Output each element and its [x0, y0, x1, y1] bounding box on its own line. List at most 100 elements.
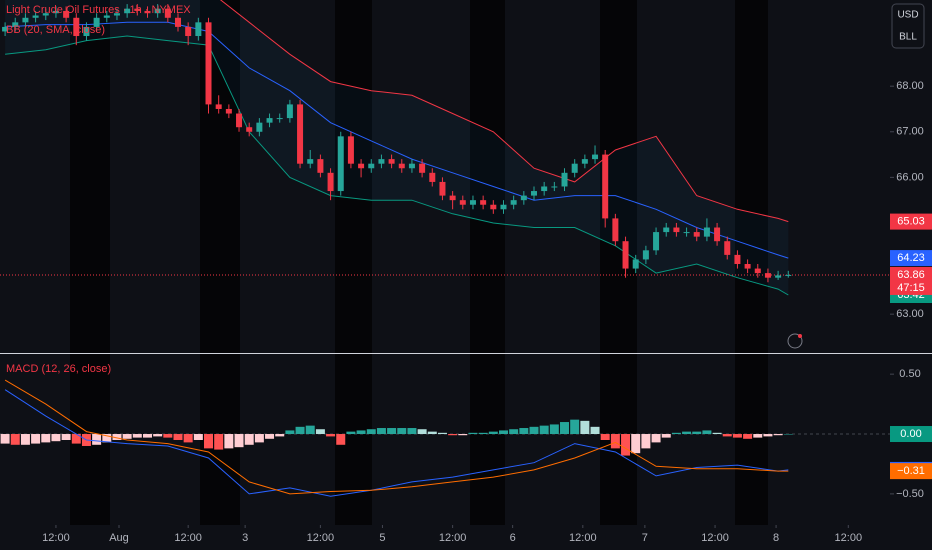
- candle-body: [256, 122, 263, 132]
- candle-body: [785, 274, 792, 276]
- candle-body: [32, 15, 39, 18]
- macd-histogram-bar: [244, 434, 254, 445]
- candle-body: [571, 163, 578, 173]
- x-tick-label: 5: [379, 532, 385, 544]
- x-tick-label: 12:00: [569, 532, 597, 544]
- session-shading: [70, 0, 768, 525]
- macd-histogram-bar: [224, 434, 234, 449]
- alert-icon[interactable]: [787, 333, 803, 349]
- candle-body: [561, 172, 568, 187]
- candle-body: [510, 200, 517, 205]
- macd-histogram-bar: [285, 430, 295, 435]
- macd-legend: MACD (12, 26, close): [6, 363, 111, 375]
- price-pane: [0, 0, 890, 296]
- macd-histogram-bar: [478, 432, 488, 435]
- candle-body: [459, 200, 466, 205]
- candle-body: [2, 26, 9, 32]
- candle-body: [103, 15, 110, 18]
- macd-histogram-bar: [671, 432, 681, 435]
- macd-histogram-bar: [346, 431, 356, 435]
- candle-body: [419, 163, 426, 173]
- x-tick-label: 12:00: [42, 532, 70, 544]
- candle-body: [490, 204, 497, 210]
- candle-body: [622, 241, 629, 269]
- macd-histogram-bar: [651, 434, 661, 443]
- candle-body: [337, 136, 344, 192]
- macd-histogram-bar: [173, 434, 183, 440]
- currency-box[interactable]: [891, 3, 925, 49]
- macd-histogram-bar: [783, 434, 793, 435]
- candle-body: [632, 259, 639, 269]
- chart-title: Light Crude Oil Futures · 1h · NYMEX: [6, 4, 191, 16]
- candle-body: [398, 163, 405, 169]
- candle-body: [368, 163, 375, 169]
- candle-body: [52, 10, 59, 14]
- candle-body: [469, 200, 476, 205]
- x-tick-label: Aug: [109, 532, 129, 544]
- candle-body: [714, 227, 721, 242]
- macd-histogram-bar: [570, 419, 580, 435]
- x-tick-label: 12:00: [307, 532, 335, 544]
- macd-histogram-bar: [600, 434, 610, 440]
- macd-histogram-bar: [641, 434, 651, 449]
- macd-histogram-bar: [275, 434, 285, 437]
- candle-body: [347, 136, 354, 164]
- macd-histogram-bar: [661, 434, 671, 438]
- candle-body: [653, 232, 660, 251]
- x-tick-label: 7: [642, 532, 648, 544]
- x-tick-label: 6: [510, 532, 516, 544]
- candle-body: [195, 22, 202, 37]
- macd-histogram-bar: [743, 434, 753, 439]
- macd-histogram-bar: [387, 428, 397, 435]
- macd-histogram-bar: [31, 434, 41, 444]
- macd-histogram-bar: [590, 426, 600, 435]
- macd-histogram-bar: [488, 431, 498, 435]
- candle-body: [236, 113, 243, 128]
- candle-body: [541, 186, 548, 192]
- unit-button[interactable]: BLL: [899, 32, 917, 43]
- macd-histogram-bar: [712, 432, 722, 435]
- candle-body: [73, 17, 80, 37]
- macd-histogram-bar: [621, 434, 631, 456]
- candle-body: [42, 13, 49, 16]
- candle-body: [378, 159, 385, 164]
- candle-body: [215, 104, 222, 109]
- signal-line: [4, 379, 789, 495]
- macd-histogram-bar: [153, 434, 163, 437]
- macd-histogram-bar: [193, 434, 203, 440]
- candle-body: [480, 200, 487, 205]
- x-tick-label: 8: [773, 532, 779, 544]
- macd-badge-label: −0.31: [897, 465, 925, 477]
- candle-body: [673, 227, 680, 233]
- macd-histogram-bar: [0, 434, 10, 444]
- candle-body: [439, 181, 446, 196]
- macd-histogram-bar: [92, 434, 102, 445]
- macd-histogram-bar: [549, 424, 559, 435]
- candle-body: [551, 186, 558, 188]
- macd-histogram-bar: [214, 434, 224, 450]
- currency-button[interactable]: USD: [897, 10, 918, 21]
- macd-histogram-bar: [112, 434, 122, 440]
- y-tick-label: 66.00: [896, 171, 924, 183]
- candle-body: [693, 232, 700, 237]
- macd-histogram-bar: [529, 426, 539, 435]
- candle-body: [642, 250, 649, 260]
- macd-histogram-bar: [61, 434, 71, 440]
- candle-body: [246, 127, 253, 132]
- macd-histogram-bar: [448, 434, 458, 436]
- candle-body: [205, 22, 212, 105]
- macd-histogram-bar: [580, 420, 590, 435]
- macd-histogram-bar: [142, 434, 152, 438]
- bb-lower: [5, 35, 789, 296]
- macd-histogram-bar: [437, 432, 447, 435]
- macd-histogram-bar: [10, 434, 20, 445]
- x-tick-label: 12:00: [701, 532, 729, 544]
- macd-histogram-bar: [102, 434, 112, 443]
- macd-histogram-bar: [356, 430, 366, 435]
- candle-body: [531, 191, 537, 196]
- macd-histogram-bar: [417, 429, 427, 435]
- candle-body: [592, 154, 599, 160]
- candle-body: [317, 159, 324, 173]
